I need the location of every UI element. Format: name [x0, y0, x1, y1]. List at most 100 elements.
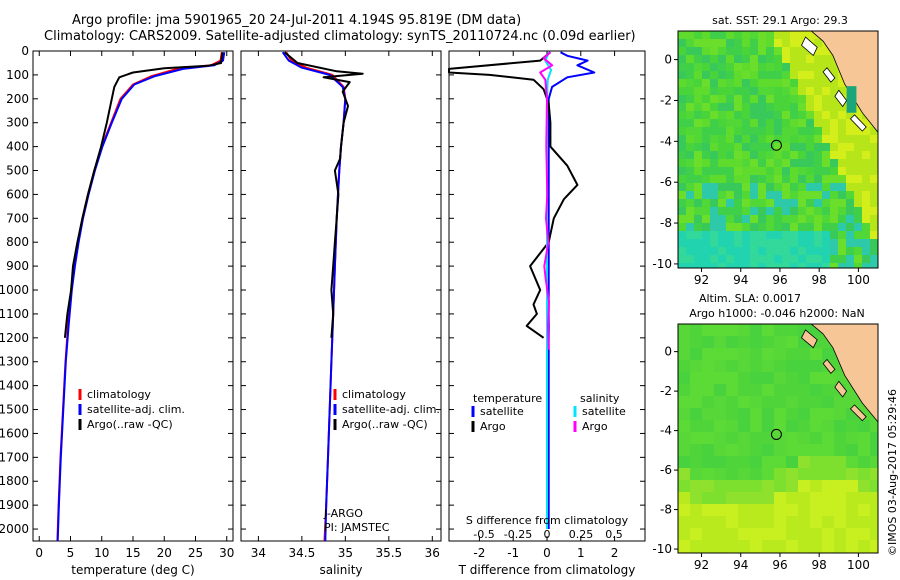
sst-map-cell [814, 255, 823, 264]
sst-map-cell [854, 167, 863, 176]
sst-map-cell [830, 231, 839, 240]
sst-map-cell [710, 95, 719, 104]
sst-map-cell [718, 247, 727, 256]
sst-map-cell [678, 247, 687, 256]
sst-map-cell [758, 31, 767, 40]
sla-map-cell [678, 384, 691, 397]
sst-map-cell [814, 183, 823, 192]
sst-map-cell [710, 231, 719, 240]
sla-map-xtick-label: 98 [812, 558, 827, 572]
sst-map-xtick-label: 94 [733, 273, 748, 287]
sst-map-cell [734, 183, 743, 192]
sst-map-cell [838, 231, 847, 240]
sla-map-cell [786, 444, 799, 457]
sst-map-cell [734, 199, 743, 208]
sst-map-cell [750, 71, 759, 80]
sla-map-cell [798, 420, 811, 433]
sla-map-cell [810, 456, 823, 469]
sst-map-cell [806, 111, 815, 120]
sst-map-cell [734, 87, 743, 96]
sla-map-cell [798, 552, 811, 553]
sst-map-cell [854, 239, 863, 248]
sst-map-cell [766, 63, 775, 72]
sst-map-cell [798, 239, 807, 248]
sla-map-cell [786, 528, 799, 541]
sla-map-cell [726, 336, 739, 349]
sst-map-cell [694, 199, 703, 208]
sla-map-cell [870, 504, 878, 517]
sst-map-cell [726, 175, 735, 184]
sst-map-cell [750, 183, 759, 192]
sst-map-cell [862, 247, 871, 256]
sst-map-cell [766, 151, 775, 160]
sst-map-cell [790, 223, 799, 232]
sla-map-subtitle: Argo h1000: -0.046 h2000: NaN [689, 307, 865, 320]
sst-map-cell [734, 135, 743, 144]
sla-map-cell [714, 528, 727, 541]
sst-map-cell [718, 103, 727, 112]
sst-map-cell [718, 215, 727, 224]
sst-map-cell [782, 87, 791, 96]
sst-map-cell [830, 135, 839, 144]
sla-map-cell [834, 528, 847, 541]
sst-map-cell [686, 183, 695, 192]
difference-profile-series-3 [539, 51, 554, 350]
sst-map-cell [702, 47, 711, 56]
sst-map-cell [702, 135, 711, 144]
temperature-profile-xtick-label: 25 [188, 546, 203, 560]
sla-map-cell [690, 372, 703, 385]
sst-map-cell [710, 223, 719, 232]
sla-map-cell [738, 444, 751, 457]
sst-map-cell [790, 135, 799, 144]
salinity-profile-xtick-label: 34 [251, 546, 266, 560]
sst-map-island [834, 89, 848, 108]
sst-map-cell [814, 239, 823, 248]
sst-map-cell [822, 87, 831, 96]
sst-map-cell [774, 135, 783, 144]
sst-map-cell [846, 215, 855, 224]
sst-map-cell [814, 39, 823, 48]
sst-map-cell [734, 103, 743, 112]
sla-map-cell [810, 492, 823, 505]
sst-map-cell [862, 239, 871, 248]
sst-map-cell [726, 247, 735, 256]
sst-map-cell [710, 215, 719, 224]
sst-map-cell [726, 39, 735, 48]
sla-map-cell [834, 456, 847, 469]
sla-map-cell [834, 444, 847, 457]
sst-map-cell [686, 191, 695, 200]
sst-map-cell [750, 95, 759, 104]
sst-map-cell [750, 215, 759, 224]
temperature-profile-xtick-label: 10 [94, 546, 109, 560]
sst-map-cell [678, 159, 687, 168]
sst-map-cell [830, 183, 839, 192]
sla-map-cell [678, 444, 691, 457]
sla-map-cell [810, 468, 823, 481]
sst-map-cell [758, 191, 767, 200]
sst-map-cell [806, 239, 815, 248]
sst-map-cell [814, 71, 823, 80]
salinity-profile-xtick-label: 35 [338, 546, 353, 560]
sst-map-cell [686, 39, 695, 48]
sst-map-cell [822, 119, 831, 128]
sla-map-cell [810, 408, 823, 421]
sst-map-cell [854, 135, 863, 144]
sst-map-cell [678, 79, 687, 88]
sst-map-cell [758, 47, 767, 56]
sst-map-cell [862, 135, 871, 144]
sst-map-cell [718, 47, 727, 56]
sst-map-cell [838, 191, 847, 200]
sst-map-cell [726, 215, 735, 224]
sst-map-cell [678, 183, 687, 192]
sla-map-cell [822, 516, 835, 529]
sla-map-cell [738, 540, 751, 553]
sst-map-cell [790, 143, 799, 152]
sst-map-cell [854, 191, 863, 200]
sst-map-cell [790, 63, 799, 72]
sst-map-cell [774, 143, 783, 152]
sla-map-xtick-label: 100 [847, 558, 870, 572]
sst-map-cell [742, 215, 751, 224]
sla-map-cell [702, 432, 715, 445]
difference-xtick2-label: 0.25 [569, 528, 594, 541]
sst-map-cell [718, 135, 727, 144]
